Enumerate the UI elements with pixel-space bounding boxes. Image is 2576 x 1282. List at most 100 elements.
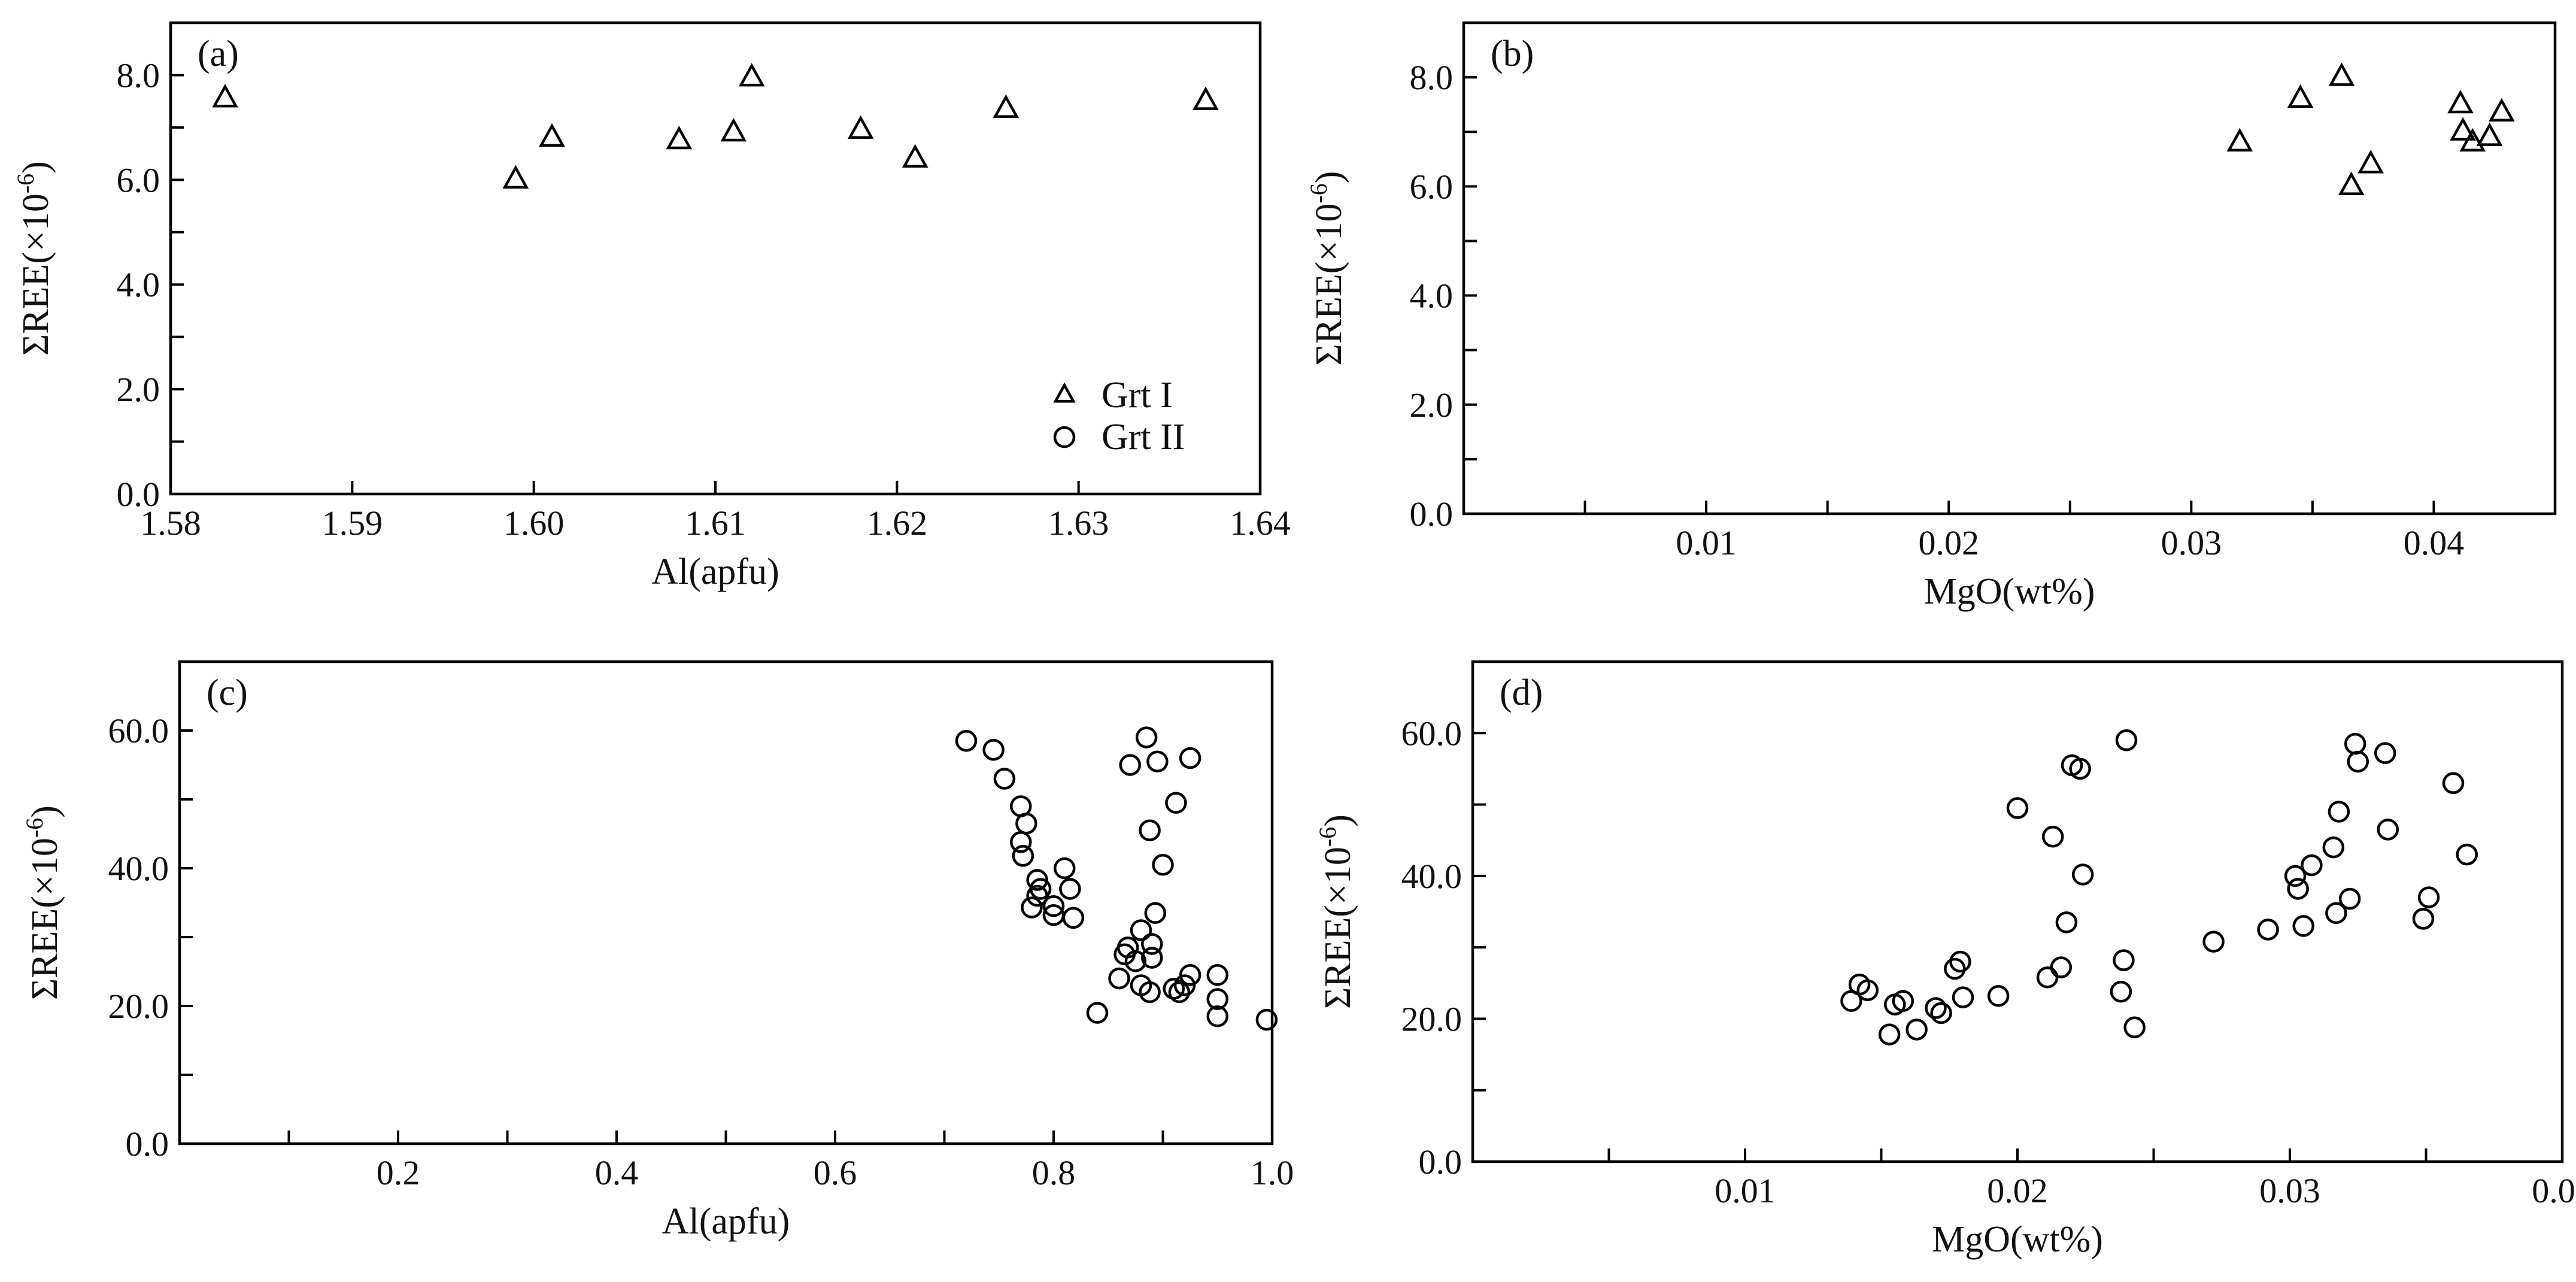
y-tick-label: 0.0	[117, 475, 160, 514]
y-tick-label: 4.0	[117, 265, 160, 304]
y-tick-label: 20.0	[1401, 999, 1463, 1038]
data-point-grt-i	[902, 144, 929, 168]
data-point-grt-ii	[1124, 950, 1147, 972]
data-point-grt-ii	[2050, 956, 2073, 978]
data-point-grt-ii	[2338, 887, 2361, 910]
data-point-grt-ii	[2417, 886, 2440, 908]
data-point-grt-ii	[2115, 729, 2138, 751]
x-tick-label: 1.60	[503, 504, 565, 542]
data-point-grt-ii	[1086, 1002, 1109, 1024]
x-tick-label: 1.0	[1251, 1153, 1294, 1192]
data-point-grt-i	[212, 84, 238, 108]
data-point-grt-ii	[1144, 902, 1166, 924]
y-tick-label: 0.0	[126, 1125, 169, 1163]
x-axis-title: MgO(wt%)	[1932, 1219, 2103, 1260]
y-tick-label: 6.0	[117, 160, 160, 199]
data-point-grt-ii	[1108, 967, 1130, 990]
data-point-grt-ii	[1892, 990, 1914, 1012]
data-point-grt-ii	[1856, 979, 1879, 1001]
data-point-grt-i	[2287, 84, 2314, 108]
data-point-grt-ii	[955, 730, 978, 752]
plot-frame	[1462, 21, 2557, 516]
x-tick-label: 0.04	[2532, 1171, 2576, 1210]
y-tick-label: 2.0	[117, 370, 160, 409]
data-point-grt-ii	[1987, 985, 2010, 1007]
x-tick-label: 0.03	[2259, 1171, 2320, 1210]
data-point-grt-ii	[2055, 911, 2078, 934]
x-tick-label: 0.02	[1987, 1171, 2048, 1210]
y-tick-label: 0.0	[1419, 1142, 1463, 1181]
data-point-grt-ii	[2041, 826, 2064, 848]
panel-c: 0.2 0.4 0.6 0.8 1.0 0.0 20.0 40.0 60.0 Al(apfu) ΣR…	[21, 660, 1294, 1242]
legend-label: Grt I	[1102, 375, 1173, 416]
data-point-grt-ii	[2442, 772, 2465, 795]
data-point-grt-ii	[2374, 742, 2396, 764]
y-tick-label: 60.0	[108, 711, 169, 750]
panel-a: 1.58 1.59 1.60 1.61 1.62 1.63 1.64 0.0 2.0 4.0 6.0…	[12, 21, 1291, 592]
data-point-grt-i	[2226, 128, 2253, 152]
data-point-grt-ii	[1206, 1005, 1228, 1028]
data-point-grt-ii	[1925, 997, 1947, 1019]
data-point-grt-i	[2338, 171, 2365, 195]
plot-frame	[169, 21, 1262, 496]
x-tick-label: 1.63	[1048, 504, 1109, 542]
data-point-grt-ii	[2123, 1016, 2146, 1038]
data-point-grt-ii	[1179, 964, 1201, 986]
y-axis-title: ΣREE(×10-6)	[1314, 814, 1358, 1009]
x-tick-label: 0.01	[1715, 1171, 1776, 1210]
data-point-grt-ii	[2292, 915, 2314, 937]
legend-label: Grt II	[1102, 417, 1185, 457]
data-point-grt-ii	[1906, 1019, 1928, 1041]
panel-label: (a)	[198, 34, 239, 74]
panel-label: (d)	[1500, 672, 1543, 713]
data-point-grt-ii	[2328, 801, 2350, 823]
data-point-grt-ii	[2071, 863, 2094, 886]
data-point-grt-i	[2447, 89, 2474, 114]
data-point-grt-ii	[1054, 857, 1076, 880]
data-point-grt-ii	[2006, 797, 2029, 819]
legend-marker-triangle	[1053, 382, 1076, 403]
panel-label: (b)	[1491, 34, 1534, 74]
data-point-grt-i	[2450, 117, 2476, 141]
data-point-grt-ii	[1015, 813, 1037, 835]
x-axis-title: Al(apfu)	[651, 551, 779, 592]
data-point-grt-ii	[2347, 750, 2369, 773]
y-tick-label: 0.0	[1410, 495, 1454, 534]
data-point-grt-i	[993, 94, 1020, 118]
data-point-grt-ii	[2322, 836, 2345, 859]
y-tick-label: 6.0	[1410, 167, 1454, 206]
data-point-grt-ii	[1139, 981, 1161, 1004]
data-point-grt-i	[1193, 86, 1219, 110]
data-point-grt-ii	[1062, 907, 1085, 929]
x-tick-label: 1.64	[1230, 504, 1291, 542]
data-point-grt-ii	[1130, 919, 1152, 941]
data-point-grt-ii	[1042, 895, 1065, 917]
data-point-grt-ii	[2377, 819, 2399, 841]
data-point-grt-ii	[2325, 902, 2347, 925]
data-point-grt-i	[2328, 62, 2355, 86]
panel-label: (c)	[207, 672, 248, 713]
y-axis-title: ΣREE(×10-6)	[1305, 171, 1349, 366]
x-tick-label: 0.03	[2161, 523, 2222, 562]
x-tick-label: 1.59	[322, 504, 383, 542]
data-point-grt-i	[847, 115, 874, 139]
data-point-grt-ii	[1173, 974, 1196, 996]
data-point-grt-ii	[1010, 831, 1032, 853]
data-point-grt-ii	[2412, 908, 2435, 930]
data-point-grt-ii	[2036, 966, 2059, 989]
data-point-grt-ii	[1059, 878, 1081, 900]
y-axis-title: ΣREE(×10-6)	[21, 805, 65, 1000]
data-point-grt-ii	[1141, 947, 1163, 969]
y-tick-label: 40.0	[1401, 857, 1463, 896]
data-point-grt-ii	[2284, 865, 2307, 887]
y-tick-label: 8.0	[117, 56, 160, 95]
data-point-grt-ii	[1255, 1008, 1278, 1031]
data-point-grt-ii	[1206, 964, 1228, 986]
y-axis-title: ΣREE(×10-6)	[12, 161, 56, 356]
data-point-grt-ii	[1944, 957, 1966, 980]
data-point-grt-i	[2489, 98, 2515, 122]
data-point-grt-ii	[1165, 792, 1187, 814]
data-point-grt-i	[539, 123, 565, 147]
